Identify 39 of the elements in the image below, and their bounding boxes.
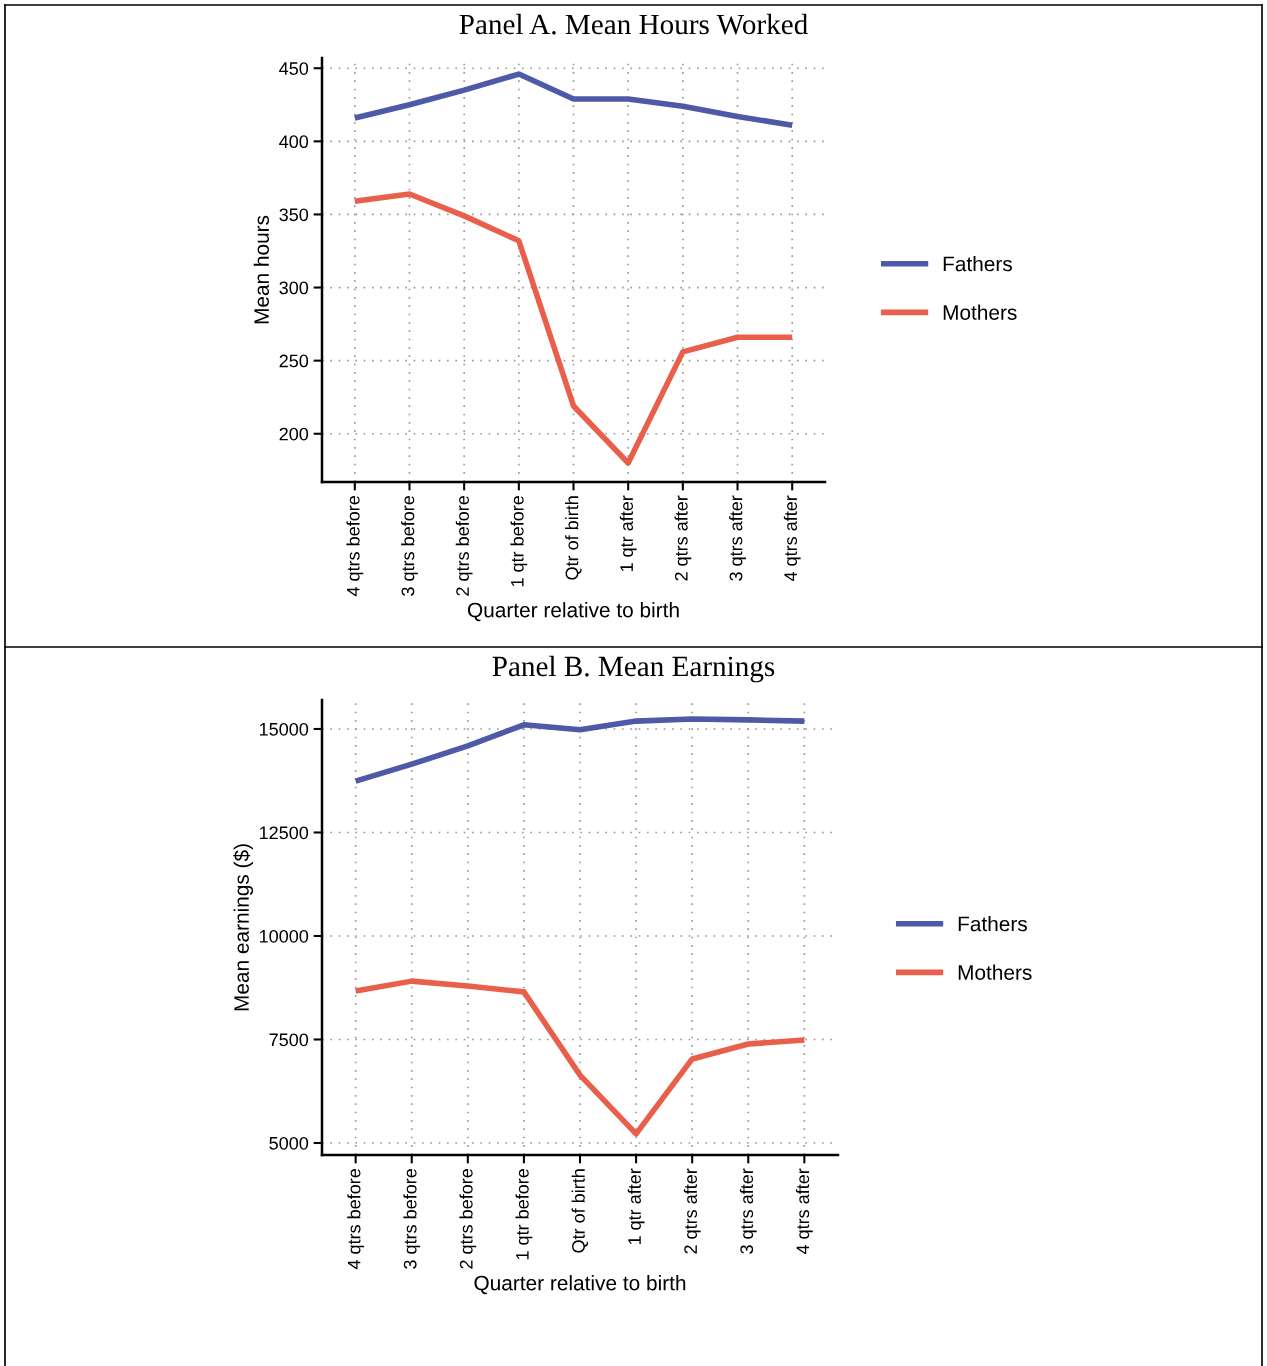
y-tick-label: 400	[279, 135, 309, 149]
x-tick-label: 4 qtrs after	[795, 1168, 813, 1255]
legend-label: Mothers	[943, 304, 1017, 320]
y-tick-label: 12500	[259, 826, 309, 840]
y-tick-label: 300	[279, 281, 309, 295]
x-tick-label: 3 qtrs before	[403, 1168, 421, 1269]
x-tick-label: 1 qtr after	[627, 1168, 645, 1245]
x-tick-label: Qtr of birth	[565, 496, 582, 580]
x-tick-label: 4 qtrs after	[783, 495, 801, 582]
x-tick-label: 2 qtrs before	[459, 1168, 477, 1269]
legend-label: Fathers	[958, 916, 1027, 932]
x-tick-label: 3 qtrs after	[739, 1168, 757, 1254]
legend-label: Mothers	[958, 964, 1032, 980]
y-tick-label: 10000	[259, 929, 309, 943]
chart-title: Panel B. Mean Earnings	[492, 655, 775, 683]
y-tick-label: 450	[279, 62, 309, 75]
y-axis-title: Mean earnings ($)	[233, 844, 254, 1011]
x-tick-label: 4 qtrs before	[346, 495, 364, 597]
x-tick-label: 2 qtrs after	[674, 495, 692, 581]
y-tick-label: 7500	[269, 1033, 309, 1047]
x-tick-label: Qtr of birth	[571, 1169, 589, 1253]
y-axis-title: Mean hours	[253, 215, 270, 324]
y-tick-label: 200	[279, 427, 309, 441]
x-tick-label: 1 qtr before	[510, 495, 528, 587]
legend-label: Fathers	[943, 256, 1012, 272]
x-tick-label: 4 qtrs before	[347, 1168, 365, 1270]
x-tick-label: 2 qtrs after	[683, 1168, 701, 1254]
chart-title: Panel A. Mean Hours Worked	[459, 13, 808, 35]
y-tick-label: 250	[279, 354, 309, 368]
x-tick-label: 2 qtrs before	[455, 495, 473, 596]
y-tick-label: 350	[279, 208, 309, 222]
y-tick-label: 15000	[259, 722, 309, 736]
x-axis-title: Quarter relative to birth	[467, 602, 679, 622]
x-tick-label: 1 qtr before	[515, 1168, 533, 1260]
y-tick-label: 5000	[269, 1136, 309, 1150]
x-axis-title: Quarter relative to birth	[474, 1275, 686, 1295]
x-tick-label: 1 qtr after	[619, 495, 637, 572]
x-tick-label: 3 qtrs after	[729, 495, 746, 581]
x-tick-label: 3 qtrs before	[401, 495, 418, 596]
